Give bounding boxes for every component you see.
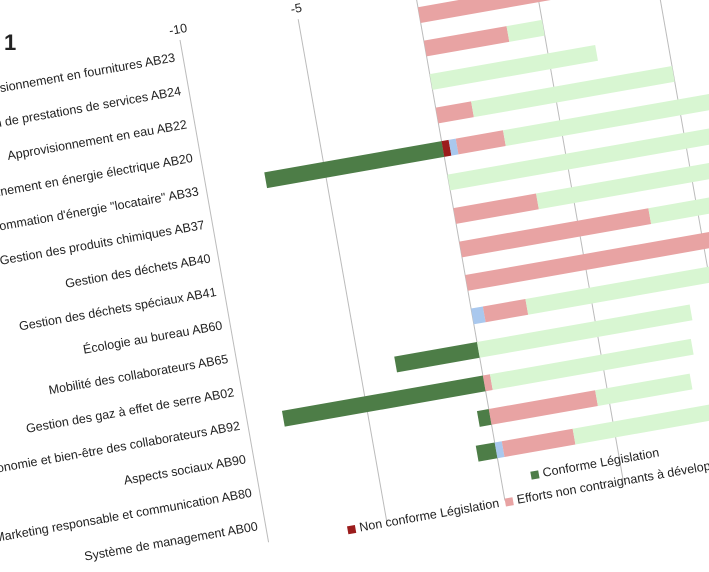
bar-segment bbox=[471, 65, 675, 118]
grid-line bbox=[297, 19, 388, 522]
bar-segment bbox=[281, 375, 486, 427]
bar-segment bbox=[264, 141, 445, 189]
x-tick-label: -5 bbox=[290, 1, 303, 17]
bar-segment bbox=[572, 399, 709, 445]
bar-segment bbox=[476, 408, 492, 427]
bar-segment bbox=[441, 139, 452, 157]
bar-segment bbox=[536, 160, 709, 210]
bar-segment bbox=[465, 225, 709, 291]
bar-segment bbox=[429, 44, 598, 90]
bar-segment bbox=[435, 101, 474, 124]
legend-swatch bbox=[530, 470, 540, 480]
bar-segment bbox=[489, 338, 694, 391]
bar-segment bbox=[448, 138, 459, 156]
bar-segment bbox=[488, 390, 598, 425]
bar-segment bbox=[455, 130, 506, 155]
bar-segment bbox=[475, 442, 498, 462]
bar-segment bbox=[494, 441, 505, 459]
y-tick-label: Système de management AB00 bbox=[83, 519, 259, 563]
bar-segment bbox=[476, 304, 693, 358]
y-tick-label: Aspects sociaux AB90 bbox=[123, 452, 247, 487]
legend-swatch bbox=[346, 525, 357, 535]
bar-segment bbox=[506, 19, 545, 42]
bar-segment bbox=[394, 342, 480, 373]
y-tick-label: Écologie au bureau AB60 bbox=[82, 317, 224, 356]
legend-swatch bbox=[504, 497, 514, 507]
bar-segment bbox=[423, 26, 510, 57]
bar-segment bbox=[459, 208, 652, 258]
bar-segment bbox=[453, 193, 539, 224]
chart-title: 1 bbox=[4, 30, 16, 55]
bar-segment bbox=[471, 306, 486, 325]
bar-segment bbox=[525, 257, 709, 315]
bar-segment bbox=[447, 124, 709, 191]
bar-segment bbox=[482, 298, 529, 323]
bar-segment bbox=[648, 193, 709, 224]
legend-label: Non conforme Législation bbox=[358, 496, 500, 534]
bar-segment bbox=[502, 80, 709, 147]
bar-segment bbox=[482, 374, 493, 392]
bar-segment bbox=[417, 0, 575, 23]
bar-segment bbox=[595, 373, 693, 406]
bar-segment bbox=[501, 428, 576, 457]
x-tick-label: -10 bbox=[168, 21, 188, 38]
grid-line bbox=[179, 39, 270, 543]
y-tick-label: Gestion des déchets AB40 bbox=[64, 251, 212, 290]
